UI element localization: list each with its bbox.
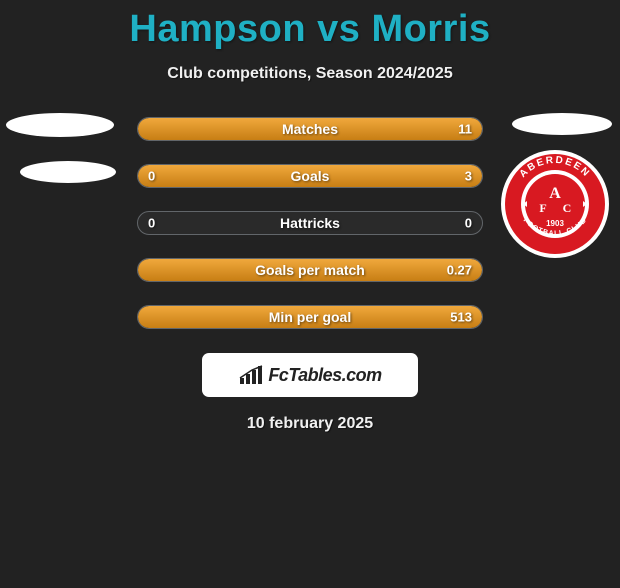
stat-value-right: 11: [458, 122, 472, 137]
stat-row: Goals 0 3: [137, 164, 483, 188]
page-title: Hampson vs Morris: [0, 8, 620, 51]
stats-section: A F C 1903 ABERDEEN FOOTBALL CLUB Matche…: [0, 117, 620, 329]
stat-value-right: 3: [465, 169, 472, 184]
avatar-placeholder-icon: [6, 113, 114, 137]
stat-value-left: 0: [148, 216, 155, 231]
club-crest-icon: A F C 1903 ABERDEEN FOOTBALL CLUB: [500, 149, 610, 259]
right-player-club: A F C 1903 ABERDEEN FOOTBALL CLUB: [512, 113, 612, 135]
brand-badge[interactable]: FcTables.com: [202, 353, 418, 397]
crest-initials: C: [563, 201, 572, 215]
avatar-placeholder-icon: [20, 161, 116, 183]
brand-text: FcTables.com: [268, 365, 381, 386]
stat-value-left: 0: [148, 169, 155, 184]
avatar-placeholder-icon: [512, 113, 612, 135]
stat-value-right: 0.27: [447, 263, 472, 278]
stat-label: Matches: [282, 121, 338, 137]
stat-row: Min per goal 513: [137, 305, 483, 329]
stat-value-right: 0: [465, 216, 472, 231]
crest-initials: A: [549, 185, 561, 202]
crest-initials: F: [539, 201, 546, 215]
stat-label: Hattricks: [280, 215, 340, 231]
date-label: 10 february 2025: [0, 415, 620, 433]
stat-rows: Matches 11 Goals 0 3 Hattricks 0 0 Goals per mat…: [137, 117, 483, 329]
stat-label: Min per goal: [269, 309, 351, 325]
left-player-avatar: [6, 113, 116, 183]
stat-label: Goals per match: [255, 262, 365, 278]
stat-label: Goals: [291, 168, 330, 184]
stat-value-right: 513: [450, 310, 472, 325]
stat-row: Goals per match 0.27: [137, 258, 483, 282]
crest-year: 1903: [546, 219, 564, 228]
stat-row: Matches 11: [137, 117, 483, 141]
subtitle: Club competitions, Season 2024/2025: [0, 65, 620, 83]
chart-icon: [238, 364, 264, 386]
stat-row: Hattricks 0 0: [137, 211, 483, 235]
